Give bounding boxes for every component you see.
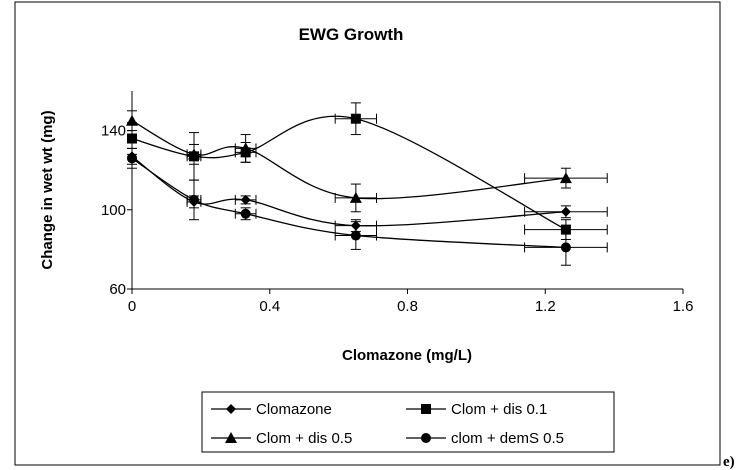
series-line [131,155,566,227]
series-line [131,157,566,249]
data-point [126,114,138,126]
data-point [559,172,572,184]
legend-marker-square [421,404,431,414]
legend-marker-triangle [225,432,237,443]
data-point [240,208,251,219]
data-point [188,194,199,205]
legend-label: clom + demS 0.5 [451,430,564,447]
data-point [349,191,362,203]
data-point [239,142,252,154]
data-point [240,194,251,205]
series-line [131,115,567,231]
legend-box [201,391,615,453]
data-point [350,230,361,241]
series-line [131,120,566,200]
panel-label: e) [723,454,735,470]
y-tick-label: 60 [109,281,126,298]
legend-label: Clomazone [256,401,332,418]
x-tick-label: 1.2 [535,298,556,315]
y-tick-label: 100 [101,202,126,219]
x-tick-label: 0.8 [397,298,418,315]
plot-area: 60 100 140 0 0.4 0.8 1.2 1.6 [101,91,693,315]
legend-label: Clom + dis 0.1 [451,401,547,418]
legend: Clomazone Clom + dis 0.1 Clom + dis 0.5 clo… [201,391,615,453]
y-axis-title: Change in wet wt (mg) [39,110,56,269]
x-tick-label: 1.6 [673,298,694,315]
series-triangle [126,110,608,213]
series-circle [127,147,608,266]
legend-marker-diamond [226,404,236,414]
data-point [560,242,571,253]
data-point [350,113,361,124]
x-axis-title: Clomazone (mg/L) [342,347,472,364]
x-tick-label: 0 [128,298,136,315]
data-point [560,206,571,217]
legend-marker-circle [421,433,431,443]
y-tick-label: 140 [101,123,126,140]
legend-label: Clom + dis 0.5 [256,430,352,447]
data-point [127,153,137,164]
chart-title: EWG Growth [299,25,404,44]
data-point [187,148,200,160]
data-point [127,133,137,144]
x-tick-label: 0.4 [259,298,280,315]
